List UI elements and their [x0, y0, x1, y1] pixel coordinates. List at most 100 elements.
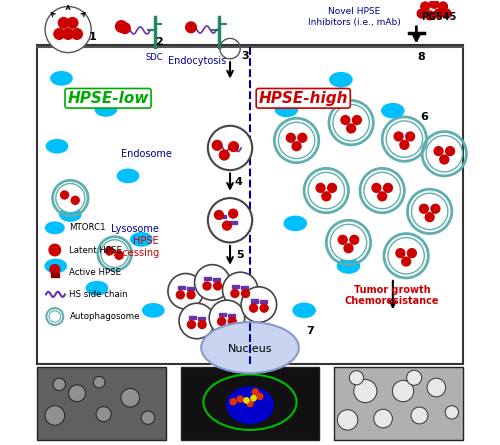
Circle shape	[208, 126, 252, 170]
Circle shape	[402, 257, 410, 266]
Bar	[232, 285, 239, 288]
Circle shape	[50, 265, 59, 275]
Circle shape	[121, 388, 140, 407]
Circle shape	[49, 311, 60, 322]
Ellipse shape	[330, 73, 352, 87]
Ellipse shape	[86, 282, 108, 295]
Text: 2: 2	[155, 36, 163, 47]
Circle shape	[58, 17, 69, 28]
Bar	[228, 314, 235, 317]
Circle shape	[388, 238, 424, 274]
Ellipse shape	[276, 102, 297, 117]
Bar	[51, 273, 59, 277]
Circle shape	[344, 244, 353, 253]
Circle shape	[237, 396, 244, 402]
Circle shape	[396, 249, 405, 258]
Text: MTORC1: MTORC1	[70, 223, 106, 232]
Bar	[204, 277, 212, 280]
Circle shape	[338, 410, 358, 430]
Bar	[189, 316, 196, 319]
Circle shape	[434, 9, 443, 18]
Circle shape	[54, 28, 64, 39]
Text: HPSE
Processing: HPSE Processing	[107, 236, 159, 258]
Ellipse shape	[338, 259, 359, 273]
Circle shape	[408, 249, 416, 258]
Circle shape	[212, 141, 222, 150]
Circle shape	[394, 132, 403, 141]
Circle shape	[328, 183, 336, 192]
Circle shape	[316, 183, 325, 192]
Circle shape	[400, 141, 409, 150]
Circle shape	[426, 136, 463, 172]
Ellipse shape	[226, 387, 274, 424]
Circle shape	[218, 317, 226, 325]
Text: HPSE-low: HPSE-low	[68, 91, 149, 106]
Circle shape	[278, 122, 315, 158]
Circle shape	[188, 320, 196, 328]
Circle shape	[244, 398, 249, 403]
Text: Endocytosis: Endocytosis	[168, 56, 226, 65]
Ellipse shape	[293, 303, 315, 317]
Circle shape	[53, 378, 66, 391]
Circle shape	[186, 22, 196, 32]
Circle shape	[420, 204, 428, 213]
Circle shape	[209, 300, 244, 336]
Circle shape	[228, 142, 238, 151]
Bar	[219, 313, 226, 316]
Circle shape	[241, 287, 276, 322]
Text: SDC: SDC	[146, 53, 164, 61]
Circle shape	[214, 210, 224, 219]
Circle shape	[228, 209, 237, 218]
Circle shape	[63, 28, 74, 39]
Circle shape	[56, 183, 85, 213]
FancyBboxPatch shape	[37, 45, 463, 364]
Circle shape	[438, 2, 448, 11]
Circle shape	[45, 7, 91, 53]
Bar	[186, 287, 194, 290]
Circle shape	[364, 172, 401, 209]
Text: 3: 3	[242, 51, 250, 61]
Ellipse shape	[284, 216, 306, 231]
Circle shape	[231, 290, 239, 297]
Circle shape	[378, 192, 386, 201]
Bar	[213, 278, 220, 281]
Circle shape	[440, 155, 448, 164]
Ellipse shape	[118, 169, 139, 182]
Circle shape	[446, 147, 454, 155]
Circle shape	[338, 235, 347, 244]
Circle shape	[421, 2, 430, 11]
Circle shape	[250, 304, 258, 312]
Circle shape	[222, 272, 258, 307]
Circle shape	[45, 406, 64, 425]
Bar	[198, 317, 205, 320]
Circle shape	[286, 134, 295, 142]
Circle shape	[72, 28, 83, 39]
Text: Latent HPSE: Latent HPSE	[70, 246, 122, 255]
Circle shape	[384, 183, 392, 192]
Circle shape	[96, 407, 111, 422]
Circle shape	[220, 150, 229, 160]
Circle shape	[386, 121, 422, 157]
Circle shape	[346, 124, 356, 133]
Circle shape	[411, 407, 428, 424]
Circle shape	[330, 224, 366, 261]
Circle shape	[68, 385, 86, 402]
Circle shape	[260, 304, 268, 312]
Bar	[229, 221, 237, 224]
Circle shape	[406, 370, 422, 385]
Ellipse shape	[142, 303, 164, 317]
Ellipse shape	[46, 222, 64, 234]
Text: 6: 6	[420, 112, 428, 122]
Text: Novel HPSE
Inhibitors (i.e., mAb): Novel HPSE Inhibitors (i.e., mAb)	[308, 8, 400, 27]
Circle shape	[298, 134, 307, 142]
Circle shape	[427, 378, 446, 397]
Text: HS side chain: HS side chain	[70, 290, 128, 299]
Circle shape	[442, 9, 451, 18]
Circle shape	[352, 116, 362, 125]
Circle shape	[341, 116, 350, 125]
Bar	[218, 214, 226, 218]
Text: Lysosome: Lysosome	[111, 224, 159, 234]
Circle shape	[417, 9, 426, 18]
Text: 4: 4	[235, 177, 243, 187]
FancyBboxPatch shape	[37, 367, 166, 440]
